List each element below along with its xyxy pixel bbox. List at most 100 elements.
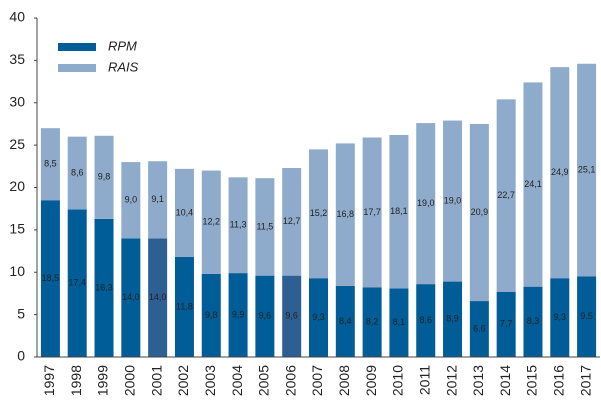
value-label: 9,8 bbox=[98, 172, 111, 182]
bar-segment bbox=[174, 256, 194, 357]
y-tick-label: 35 bbox=[9, 51, 25, 67]
x-tick-label: 2005 bbox=[256, 365, 272, 396]
value-label: 19,0 bbox=[417, 198, 435, 208]
bar-segment bbox=[550, 278, 570, 357]
x-tick-label: 2004 bbox=[229, 365, 245, 396]
value-label: 8,6 bbox=[71, 167, 84, 177]
x-tick-label: 1999 bbox=[95, 365, 111, 396]
value-label: 11,8 bbox=[176, 301, 193, 311]
x-tick-label: 2013 bbox=[470, 365, 486, 396]
value-label: 8,5 bbox=[44, 159, 57, 169]
value-label: 17,4 bbox=[68, 278, 86, 288]
value-label: 11,3 bbox=[230, 220, 247, 230]
value-label: 9,3 bbox=[312, 312, 325, 322]
x-tick-label: 2014 bbox=[497, 365, 513, 396]
value-label: 8,9 bbox=[446, 314, 459, 324]
value-label: 18,5 bbox=[42, 273, 60, 283]
value-label: 9,1 bbox=[151, 194, 164, 204]
x-tick-label: 2002 bbox=[175, 365, 191, 396]
bar-segment bbox=[94, 218, 114, 357]
bar-segment bbox=[174, 168, 194, 257]
value-label: 9,9 bbox=[232, 309, 245, 319]
bar-segment bbox=[67, 136, 87, 210]
bar-segment bbox=[443, 281, 463, 357]
value-label: 9,0 bbox=[125, 195, 138, 205]
bar-segment bbox=[228, 273, 248, 357]
bar-segment bbox=[335, 285, 355, 357]
y-tick-label: 10 bbox=[9, 263, 25, 279]
bar-segment bbox=[362, 287, 382, 357]
bar-segment bbox=[282, 168, 302, 276]
bar-segment bbox=[389, 134, 409, 289]
bar-segment bbox=[577, 276, 597, 357]
bar-segment bbox=[469, 301, 489, 357]
value-label: 8,3 bbox=[527, 316, 540, 326]
bar-segment bbox=[201, 273, 221, 357]
bar-segment bbox=[523, 286, 543, 357]
bar-segment bbox=[309, 149, 328, 279]
bar-segment bbox=[469, 123, 489, 302]
x-tick-label: 1998 bbox=[68, 365, 84, 396]
bar-segment bbox=[389, 288, 409, 357]
y-tick-label: 15 bbox=[9, 221, 25, 237]
bar-segment bbox=[148, 238, 168, 357]
value-label: 15,2 bbox=[310, 208, 328, 218]
value-label: 24,1 bbox=[524, 179, 542, 189]
value-label: 6,6 bbox=[473, 323, 486, 333]
value-label: 22,7 bbox=[497, 190, 515, 200]
bar-segment bbox=[523, 82, 543, 287]
x-tick-label: 2011 bbox=[416, 365, 432, 395]
bar-segment bbox=[228, 177, 248, 274]
bar-segment bbox=[67, 209, 87, 357]
bar-segment bbox=[94, 135, 114, 219]
value-label: 11,5 bbox=[256, 221, 273, 231]
value-label: 18,1 bbox=[390, 206, 408, 216]
bar-segment bbox=[443, 120, 463, 282]
bar-segment bbox=[362, 137, 382, 288]
bar-segment bbox=[550, 67, 570, 279]
y-tick-label: 40 bbox=[9, 9, 25, 25]
x-tick-label: 2017 bbox=[577, 365, 593, 396]
bar-segment bbox=[40, 128, 60, 201]
value-label: 9,3 bbox=[554, 312, 567, 322]
value-label: 9,6 bbox=[285, 311, 298, 321]
bar-segment bbox=[416, 284, 436, 357]
y-tick-label: 30 bbox=[9, 93, 25, 109]
x-tick-label: 2003 bbox=[202, 365, 218, 396]
bar-segment bbox=[148, 161, 168, 239]
bar-segment bbox=[201, 170, 221, 274]
value-label: 19,0 bbox=[444, 195, 462, 205]
bar-segment bbox=[416, 123, 436, 285]
legend-swatch bbox=[58, 43, 96, 51]
y-tick-label: 5 bbox=[17, 305, 25, 321]
bar-segment bbox=[577, 63, 597, 277]
bar-segment bbox=[335, 143, 355, 286]
value-label: 20,9 bbox=[471, 207, 489, 217]
value-label: 9,6 bbox=[259, 311, 272, 321]
bar-segment bbox=[309, 278, 328, 357]
value-label: 8,2 bbox=[366, 317, 379, 327]
x-tick-label: 2007 bbox=[309, 365, 325, 396]
y-tick-label: 0 bbox=[17, 348, 25, 364]
x-tick-label: 2015 bbox=[524, 365, 540, 396]
value-label: 17,7 bbox=[363, 207, 381, 217]
value-label: 12,7 bbox=[283, 216, 301, 226]
value-label: 8,1 bbox=[393, 317, 406, 327]
bar-segment bbox=[40, 200, 60, 357]
value-label: 7,7 bbox=[500, 319, 513, 329]
x-tick-label: 2012 bbox=[443, 365, 459, 396]
x-tick-label: 2009 bbox=[363, 365, 379, 396]
value-label: 14,0 bbox=[122, 292, 140, 302]
bar-segment bbox=[255, 178, 275, 276]
value-label: 9,5 bbox=[580, 311, 593, 321]
value-label: 10,4 bbox=[176, 207, 194, 217]
value-label: 8,4 bbox=[339, 316, 352, 326]
legend-label: RAIS bbox=[108, 59, 139, 74]
bar-segment bbox=[282, 275, 302, 357]
x-tick-label: 2010 bbox=[390, 365, 406, 396]
y-tick-label: 25 bbox=[9, 136, 25, 152]
value-label: 16,3 bbox=[95, 282, 113, 292]
value-label: 9,8 bbox=[205, 310, 218, 320]
x-tick-label: 2000 bbox=[122, 365, 138, 396]
y-tick-label: 20 bbox=[9, 178, 25, 194]
